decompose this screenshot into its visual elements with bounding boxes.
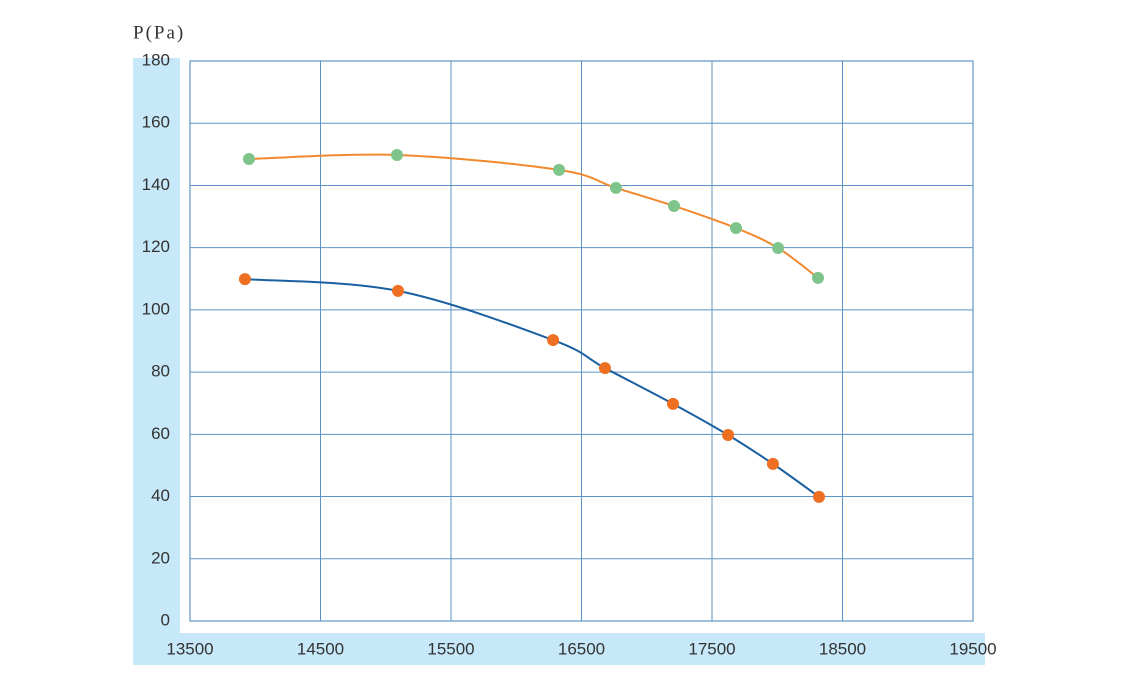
y-tick-label: 80 <box>151 362 170 381</box>
x-axis-band <box>133 633 985 665</box>
data-point <box>547 334 560 347</box>
data-point <box>238 273 251 286</box>
data-point <box>553 163 566 176</box>
data-point <box>666 397 679 410</box>
y-tick-label: 160 <box>142 113 170 132</box>
x-tick-label: 15500 <box>427 639 474 658</box>
data-point <box>668 199 681 212</box>
x-tick-label: 16500 <box>558 639 605 658</box>
x-tick-label: 13500 <box>166 639 213 658</box>
y-axis-label: P(Pa) <box>133 22 185 43</box>
y-tick-label: 140 <box>142 175 170 194</box>
x-tick-label: 19500 <box>949 639 996 658</box>
data-point <box>392 284 405 297</box>
data-point <box>813 490 826 503</box>
data-point <box>772 241 785 254</box>
y-axis-band <box>133 58 180 665</box>
curve <box>244 278 820 498</box>
x-tick-label: 18500 <box>819 639 866 658</box>
x-tick-label: 14500 <box>297 639 344 658</box>
y-tick-label: 0 <box>161 610 170 629</box>
data-point <box>390 148 403 161</box>
data-point <box>598 362 611 375</box>
x-tick-label: 17500 <box>688 639 735 658</box>
y-tick-label: 120 <box>142 237 170 256</box>
data-point <box>766 457 779 470</box>
data-point <box>730 222 743 235</box>
data-point <box>609 181 622 194</box>
y-tick-label: 100 <box>142 299 170 318</box>
y-tick-label: 40 <box>151 486 170 505</box>
y-tick-label: 20 <box>151 548 170 567</box>
y-tick-label: 60 <box>151 424 170 443</box>
y-tick-label: 180 <box>142 50 170 69</box>
data-point <box>811 271 824 284</box>
data-point <box>722 428 735 441</box>
data-point <box>242 153 255 165</box>
curve <box>248 153 819 279</box>
